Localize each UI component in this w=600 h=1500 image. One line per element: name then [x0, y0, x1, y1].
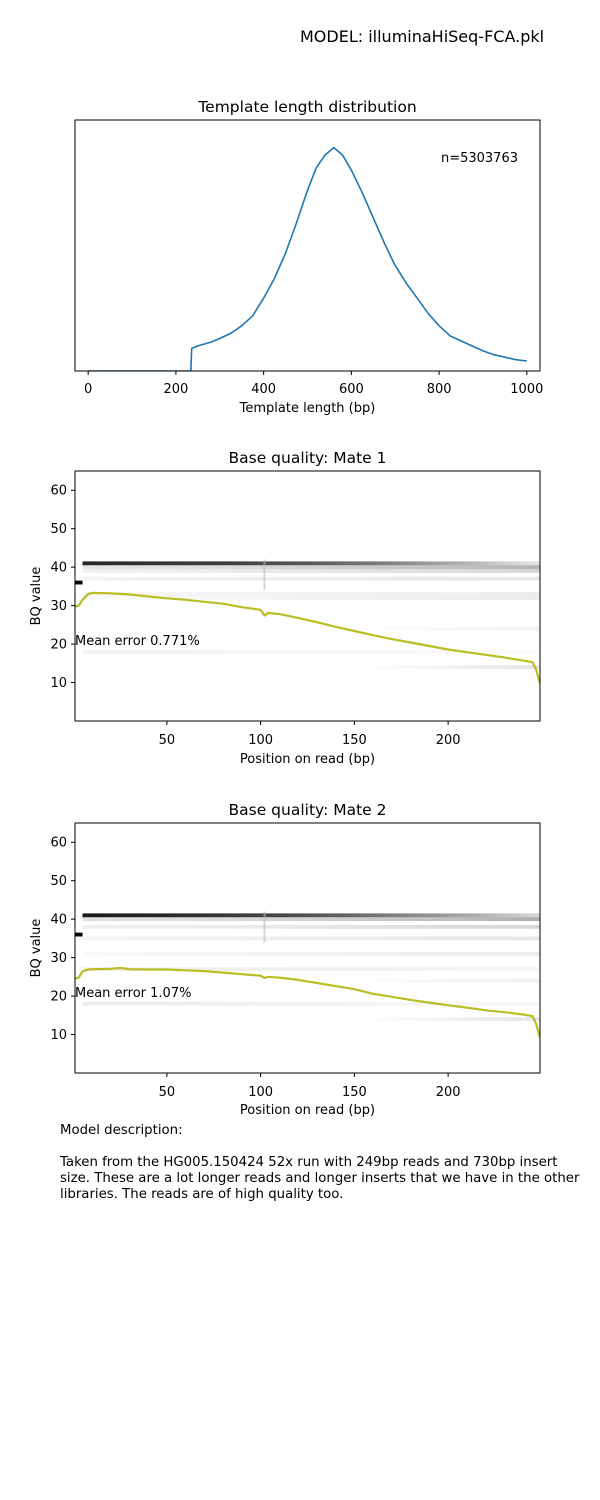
y-tick-label: 20 [50, 638, 67, 653]
bq-band [354, 626, 540, 631]
mean-bq-line [75, 591, 540, 684]
mean-error-annotation: Mean error 0.771% [75, 634, 200, 649]
y-tick-label: 20 [50, 990, 67, 1005]
plot-frame [74, 822, 541, 1074]
x-tick-label: 50 [159, 1085, 176, 1100]
bq-band [82, 917, 540, 922]
x-tick-label: 150 [342, 733, 367, 748]
y-tick-label: 60 [50, 836, 67, 851]
bq-band [82, 951, 540, 956]
model-description-heading: Model description: [60, 1123, 183, 1138]
y-tick-label: 10 [50, 676, 67, 691]
chart-mate1: Base quality: Mate 1 50 100 150 200 Position … [29, 449, 541, 767]
bq-band [82, 649, 540, 654]
cycle-artifact [263, 911, 266, 943]
y-axis-label: BQ value [29, 567, 44, 626]
y-tick-label: 30 [50, 951, 67, 966]
bq-band [82, 596, 540, 600]
x-tick-label: 800 [427, 382, 452, 397]
bq-band [82, 592, 540, 596]
x-tick-label: 50 [159, 733, 176, 748]
x-tick-label: 100 [248, 733, 273, 748]
x-axis-label: Position on read (bp) [240, 752, 375, 767]
x-tick-label: 600 [339, 382, 364, 397]
plot-area [88, 146, 527, 371]
bq-band [75, 932, 83, 937]
y-tick-label: 50 [50, 522, 67, 537]
x-tick-label: 100 [248, 1085, 273, 1100]
x-tick-label: 0 [84, 382, 92, 397]
mean-bq-line [75, 966, 540, 1038]
y-tick-label: 40 [50, 913, 67, 928]
x-axis-label: Template length (bp) [239, 401, 376, 416]
bq-band [354, 1017, 540, 1022]
plot-area [75, 559, 540, 684]
model-description-text: Taken from the HG005.150424 52x run with… [60, 1155, 580, 1202]
bq-band [82, 1001, 540, 1006]
bq-band [82, 924, 540, 929]
chart-mate2: Base quality: Mate 2 50 100 150 200 Position … [29, 801, 541, 1118]
x-tick-label: 200 [436, 1085, 461, 1100]
template-length-line [88, 146, 527, 371]
cycle-artifact [263, 559, 266, 591]
x-tick-label: 150 [342, 1085, 367, 1100]
chart-title: Base quality: Mate 2 [229, 801, 387, 819]
x-tick-label: 1000 [510, 382, 543, 397]
y-tick-label: 50 [50, 874, 67, 889]
x-axis-label: Position on read (bp) [240, 1103, 375, 1118]
bq-band [82, 565, 540, 570]
bq-band [354, 665, 540, 670]
bq-band [82, 936, 540, 941]
chart-title: Template length distribution [197, 98, 416, 116]
model-title: MODEL: illuminaHiSeq-FCA.pkl [300, 27, 545, 46]
x-tick-label: 200 [163, 382, 188, 397]
mean-error-annotation: Mean error 1.07% [75, 986, 191, 1001]
bq-band [75, 580, 83, 585]
plot-frame [74, 470, 541, 722]
plot-area [75, 911, 540, 1038]
y-tick-label: 40 [50, 561, 67, 576]
bq-band [82, 569, 540, 573]
chart-title: Base quality: Mate 1 [229, 449, 387, 467]
y-tick-label: 60 [50, 484, 67, 499]
y-tick-label: 30 [50, 599, 67, 614]
x-tick-label: 200 [436, 733, 461, 748]
x-tick-label: 400 [251, 382, 276, 397]
bq-band [82, 967, 540, 972]
y-axis-label: BQ value [29, 919, 44, 978]
bq-band [354, 978, 540, 983]
bq-band [82, 561, 540, 566]
bq-band [82, 913, 540, 918]
plot-frame [74, 119, 541, 372]
chart-tlen: Template length distribution 0 200 400 600 80… [74, 98, 543, 416]
y-tick-label: 10 [50, 1028, 67, 1043]
sample-count-annotation: n=5303763 [441, 151, 518, 166]
bq-band [82, 576, 540, 581]
